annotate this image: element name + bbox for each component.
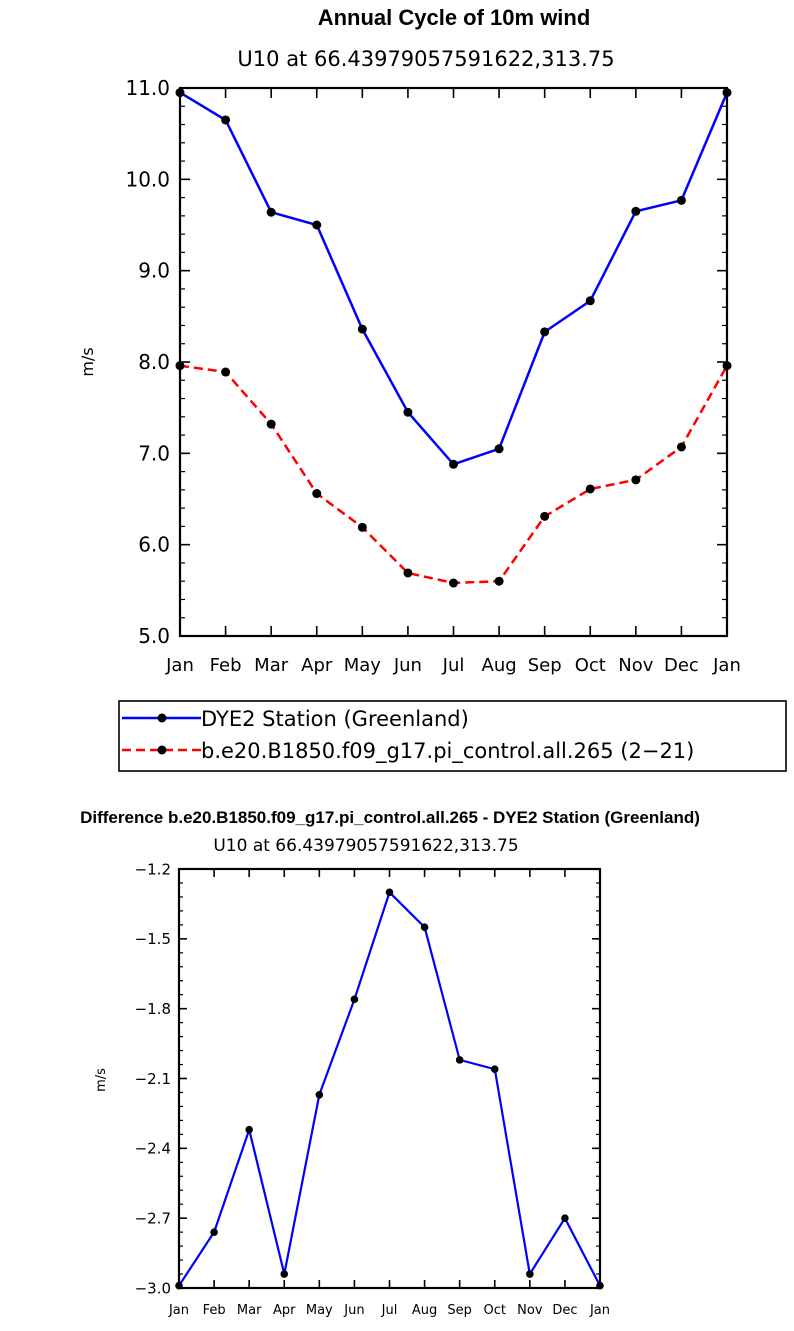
chart2-ytick-label: −2.1: [135, 1070, 171, 1088]
chart1-series-1-point: [540, 511, 550, 521]
chart2-series-0-point: [490, 1065, 499, 1073]
chart1-xtick-label: Nov: [618, 655, 653, 676]
chart1-xtick-label: Aug: [482, 655, 517, 676]
chart2-ytick-label: −2.7: [135, 1209, 171, 1227]
chart2-series-0-point: [350, 995, 359, 1004]
chart1-ylabel: m/s: [78, 347, 97, 376]
chart1-xtick-label: Jun: [393, 655, 422, 676]
chart1-ytick-label: 6.0: [138, 533, 170, 557]
chart1-series-0-point: [449, 459, 458, 469]
chart1-series-0-line: [179, 91, 729, 466]
chart2-series-0-point: [210, 1228, 218, 1236]
chart1-xtick-label: Jan: [712, 655, 741, 676]
chart2-frame: [177, 867, 602, 1290]
chart2-series-0-point: [420, 923, 429, 931]
chart1-xtick-label: Sep: [528, 655, 562, 676]
chart2-xtick-label: Dec: [552, 1303, 577, 1318]
chart1-frame: [178, 86, 729, 638]
chart2-series-0-point: [175, 1281, 183, 1290]
chart1-series-1-point: [403, 568, 413, 578]
chart1-xtick-label: Feb: [210, 655, 242, 676]
chart1-ytick-label: 8.0: [138, 350, 170, 374]
chart2-xtick-label: Oct: [484, 1303, 506, 1318]
chart1-series-1-point: [494, 576, 504, 586]
chart1-series-0-point: [175, 88, 185, 98]
chart2-series-0-point: [596, 1281, 604, 1290]
legend-box: [118, 700, 787, 772]
chart2-ytick-label: −3.0: [135, 1279, 171, 1297]
legend-label-obs: DYE2 Station (Greenland): [201, 707, 469, 731]
chart1-series-1-point: [312, 489, 322, 499]
chart2-series-0-point: [526, 1270, 534, 1278]
chart1-series-0-point: [221, 115, 231, 125]
chart2-series-0-point: [385, 888, 394, 897]
chart2-series-0-point: [280, 1270, 289, 1278]
chart1-series-0-point: [676, 195, 686, 205]
chart1-subtitle: U10 at 66.43979057591622,313.75: [237, 47, 614, 71]
chart2-xtick-label: Nov: [517, 1303, 543, 1318]
chart2-series-0-line: [178, 890, 601, 1287]
chart1-xtick-label: Jul: [442, 655, 465, 676]
chart2-xtick-label: Jun: [343, 1303, 364, 1318]
chart1-ytick-label: 10.0: [125, 167, 170, 191]
chart2-title: Difference b.e20.B1850.f09_g17.pi_contro…: [80, 808, 700, 827]
chart1-ytick-label: 7.0: [138, 441, 170, 465]
chart1-xtick-label: Dec: [664, 655, 699, 676]
chart2-xtick-label: Mar: [237, 1303, 262, 1318]
legend-marker-obs: [157, 713, 167, 723]
chart1-xtick-label: Jan: [165, 655, 194, 676]
chart1-series-1-point: [585, 484, 595, 494]
chart2-plot: −3.0 −2.7 −2.4 −2.1 −1.8 −1.5 −1.2 Jan Feb Mar Apr…: [135, 860, 610, 1318]
chart1-series-0-point: [540, 327, 550, 337]
chart1-series-1-point: [631, 475, 641, 485]
chart2-xtick-label: Aug: [412, 1303, 437, 1318]
chart1-series-1-point: [221, 367, 231, 377]
chart1-ytick-label: 9.0: [138, 259, 170, 283]
chart1-xtick-label: Oct: [575, 655, 606, 676]
chart1-xtick-label: Apr: [301, 655, 333, 676]
chart2-series-0-point: [315, 1090, 324, 1099]
chart1-series-1-point: [266, 419, 276, 429]
chart2-subtitle: U10 at 66.43979057591622,313.75: [213, 836, 518, 856]
chart2-xtick-label: Sep: [447, 1303, 472, 1318]
chart1-series-0-point: [722, 88, 732, 98]
legend-label-model: b.e20.B1850.f09_g17.pi_control.all.265 (…: [201, 739, 694, 764]
chart2-ytick-label: −1.2: [135, 860, 171, 878]
chart2-series-0-point: [561, 1214, 569, 1222]
chart1-series-1-line: [179, 364, 729, 585]
chart2-xtick-label: Feb: [203, 1303, 226, 1318]
chart1-series-1-point: [449, 578, 458, 588]
chart1-series-1-point: [676, 442, 686, 452]
chart1-series-0-point: [312, 220, 322, 230]
chart1-series-1-point: [175, 361, 185, 371]
chart1-series-0-point: [403, 407, 413, 417]
chart2-xtick-label: Jan: [168, 1303, 189, 1318]
chart1-plot: 5.0 6.0 7.0 8.0 9.0 10.0 11.0 Jan Feb Mar Apr May Ju…: [125, 76, 740, 676]
chart2-xtick-label: May: [306, 1303, 333, 1318]
chart1-series-0-point: [494, 444, 504, 454]
chart1-series-1-point: [357, 522, 367, 532]
chart1-series-0-point: [357, 324, 367, 334]
chart1-series-0-point: [585, 296, 595, 306]
chart2-xtick-label: Jan: [589, 1303, 610, 1318]
chart1-series-1-point: [722, 361, 732, 371]
chart1-title: Annual Cycle of 10m wind: [318, 5, 591, 30]
chart2-series-0-point: [455, 1056, 464, 1064]
chart2-xtick-label: Jul: [381, 1303, 398, 1318]
chart1-ytick-label: 5.0: [138, 624, 170, 648]
legend-marker-model: [157, 745, 167, 755]
chart1-series-0-point: [266, 207, 276, 217]
chart1-ytick-label: 11.0: [125, 76, 170, 100]
legend: DYE2 Station (Greenland) b.e20.B1850.f09…: [118, 700, 787, 772]
chart1-series-0-point: [631, 206, 641, 216]
chart1-xtick-label: May: [344, 655, 382, 676]
chart2-ytick-label: −1.8: [135, 1000, 171, 1018]
chart2-xtick-label: Apr: [273, 1303, 296, 1318]
chart2-ytick-label: −1.5: [135, 930, 171, 948]
chart1-xtick-label: Mar: [254, 655, 289, 676]
chart2-ylabel: m/s: [94, 1068, 109, 1092]
chart2-ytick-label: −2.4: [135, 1140, 171, 1158]
chart2-series-0-point: [245, 1125, 253, 1134]
